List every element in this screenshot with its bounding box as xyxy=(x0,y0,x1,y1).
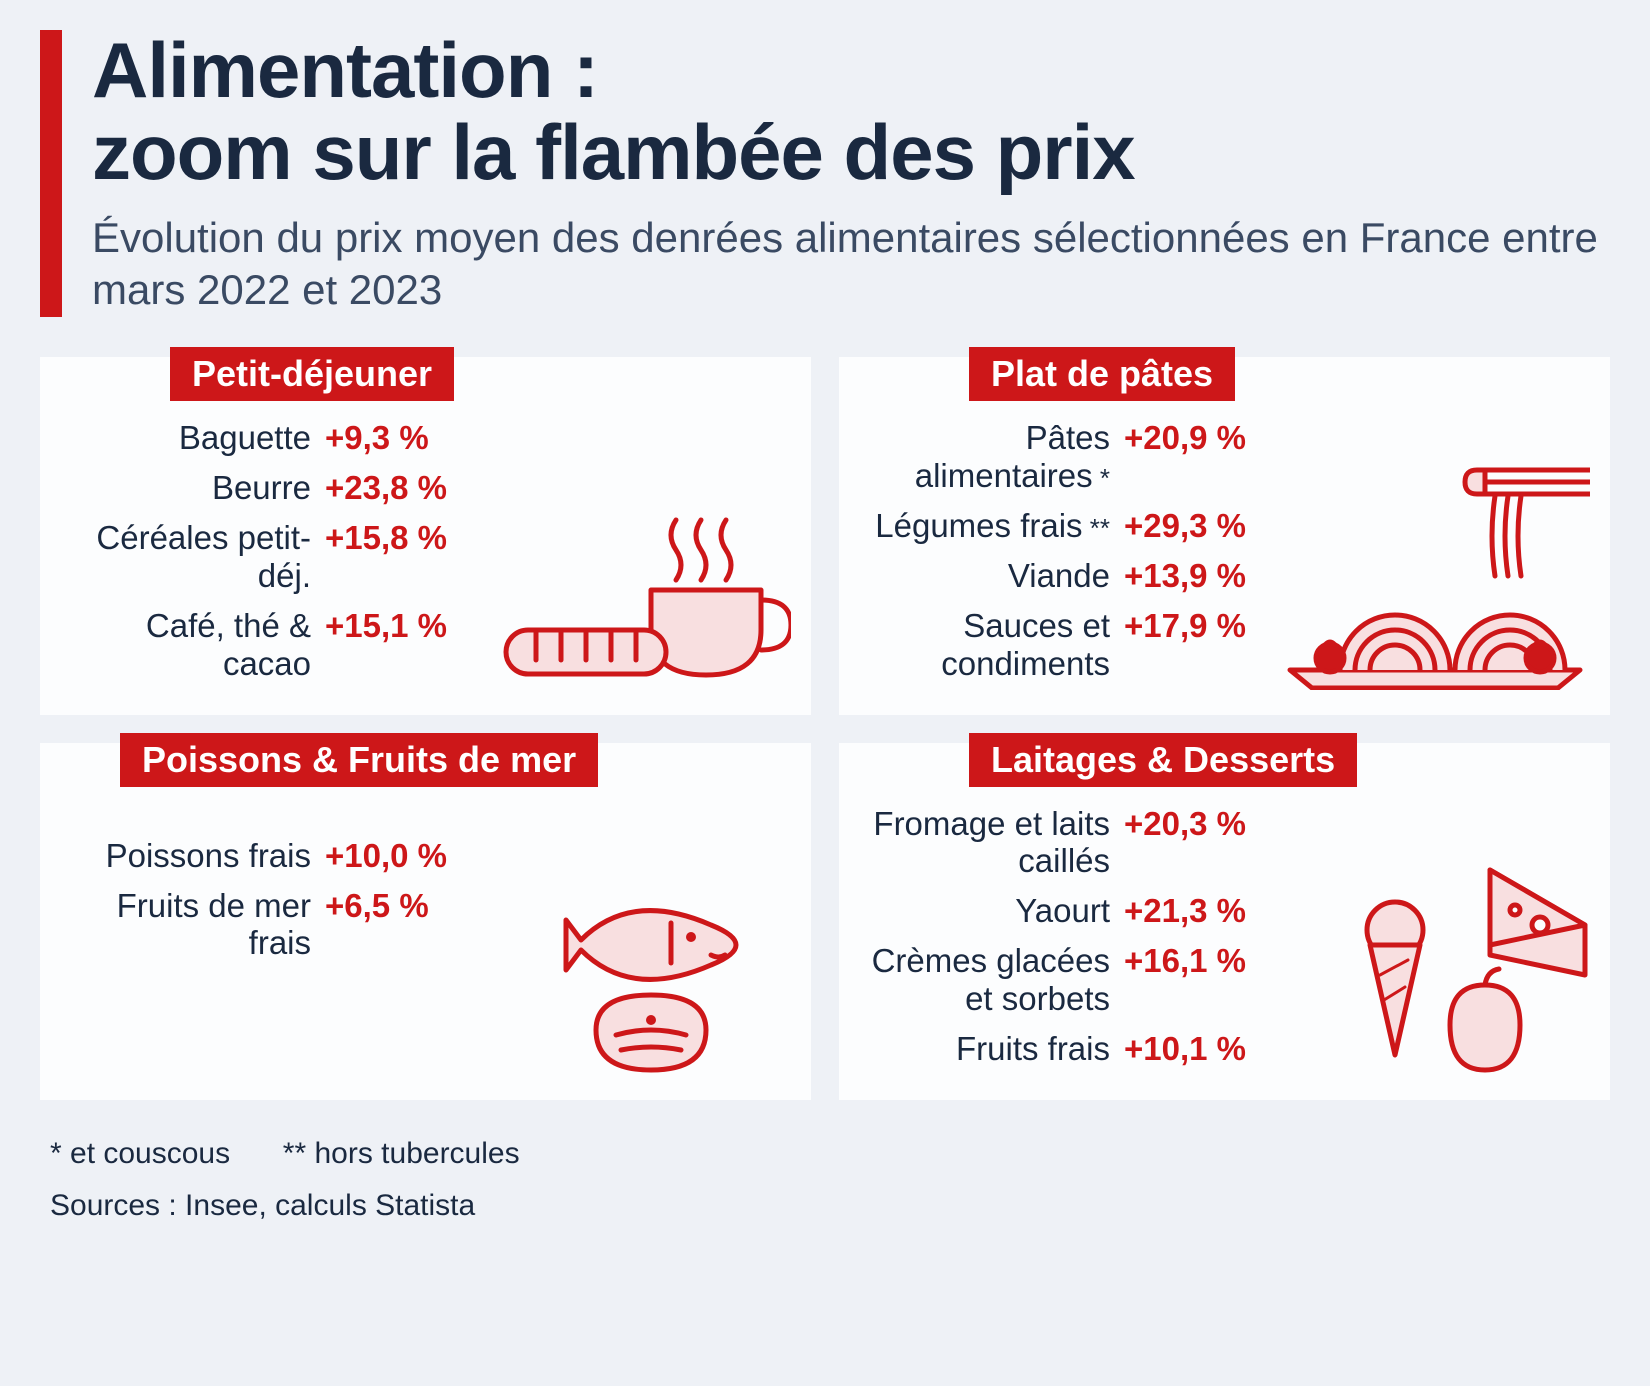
item-label: Pâtes alimentaires * xyxy=(859,419,1124,495)
header: Alimentation : zoom sur la flambée des p… xyxy=(40,30,1610,317)
footnote-1: * et couscous xyxy=(50,1137,230,1170)
page-title: Alimentation : zoom sur la flambée des p… xyxy=(92,30,1610,194)
title-line-1: Alimentation : xyxy=(92,26,598,114)
item-label: Poissons frais xyxy=(60,837,325,875)
panel-title: Poissons & Fruits de mer xyxy=(120,733,598,787)
item-label: Fromage et laits caillés xyxy=(859,805,1124,881)
item-value: +20,3 % xyxy=(1124,805,1246,843)
footnote-line-1: * et couscous ** hors tubercules xyxy=(50,1130,1610,1178)
panel-title: Plat de pâtes xyxy=(969,347,1235,401)
item-value: +16,1 % xyxy=(1124,942,1246,980)
item-value: +23,8 % xyxy=(325,469,447,507)
title-line-2: zoom sur la flambée des prix xyxy=(92,108,1135,196)
item-label: Viande xyxy=(859,557,1124,595)
title-block: Alimentation : zoom sur la flambée des p… xyxy=(92,30,1610,317)
pasta-icon xyxy=(1280,460,1590,695)
panel-poissons: Poissons & Fruits de mer Poissons frais … xyxy=(40,743,811,1101)
item-label: Fruits de mer frais xyxy=(60,887,325,963)
item-value: +15,8 % xyxy=(325,519,447,557)
item-value: +29,3 % xyxy=(1124,507,1246,545)
panel-plat-de-pates: Plat de pâtes Pâtes alimentaires * +20,9… xyxy=(839,357,1610,715)
item-label: Fruits frais xyxy=(859,1030,1124,1068)
breakfast-icon xyxy=(501,510,791,695)
fish-icon xyxy=(561,885,791,1080)
item-value: +17,9 % xyxy=(1124,607,1246,645)
item-value: +21,3 % xyxy=(1124,892,1246,930)
page-subtitle: Évolution du prix moyen des denrées alim… xyxy=(92,212,1610,317)
data-row: Baguette +9,3 % xyxy=(60,419,791,457)
item-label: Légumes frais ** xyxy=(859,507,1124,545)
item-value: +10,0 % xyxy=(325,837,447,875)
panels-grid: Petit-déjeuner Baguette +9,3 % Beurre +2… xyxy=(40,357,1610,1101)
dairy-icon xyxy=(1340,855,1590,1080)
panel-title: Petit-déjeuner xyxy=(170,347,454,401)
item-label: Céréales petit-déj. xyxy=(60,519,325,595)
item-label: Yaourt xyxy=(859,892,1124,930)
item-value: +9,3 % xyxy=(325,419,429,457)
footnotes: * et couscous ** hors tubercules Sources… xyxy=(40,1130,1610,1230)
item-label: Baguette xyxy=(60,419,325,457)
item-label: Beurre xyxy=(60,469,325,507)
footnote-2: ** hors tubercules xyxy=(283,1137,520,1170)
item-value: +6,5 % xyxy=(325,887,429,925)
panel-petit-dejeuner: Petit-déjeuner Baguette +9,3 % Beurre +2… xyxy=(40,357,811,715)
accent-bar xyxy=(40,30,62,317)
panel-title: Laitages & Desserts xyxy=(969,733,1357,787)
item-label: Crèmes glacées et sorbets xyxy=(859,942,1124,1018)
item-label: Café, thé & cacao xyxy=(60,607,325,683)
item-value: +20,9 % xyxy=(1124,419,1246,457)
data-row: Beurre +23,8 % xyxy=(60,469,791,507)
item-label: Sauces et condiments xyxy=(859,607,1124,683)
item-value: +13,9 % xyxy=(1124,557,1246,595)
data-row: Poissons frais +10,0 % xyxy=(60,837,791,875)
item-value: +10,1 % xyxy=(1124,1030,1246,1068)
panel-laitages: Laitages & Desserts Fromage et laits cai… xyxy=(839,743,1610,1101)
item-value: +15,1 % xyxy=(325,607,447,645)
source-line: Sources : Insee, calculs Statista xyxy=(50,1182,1610,1230)
